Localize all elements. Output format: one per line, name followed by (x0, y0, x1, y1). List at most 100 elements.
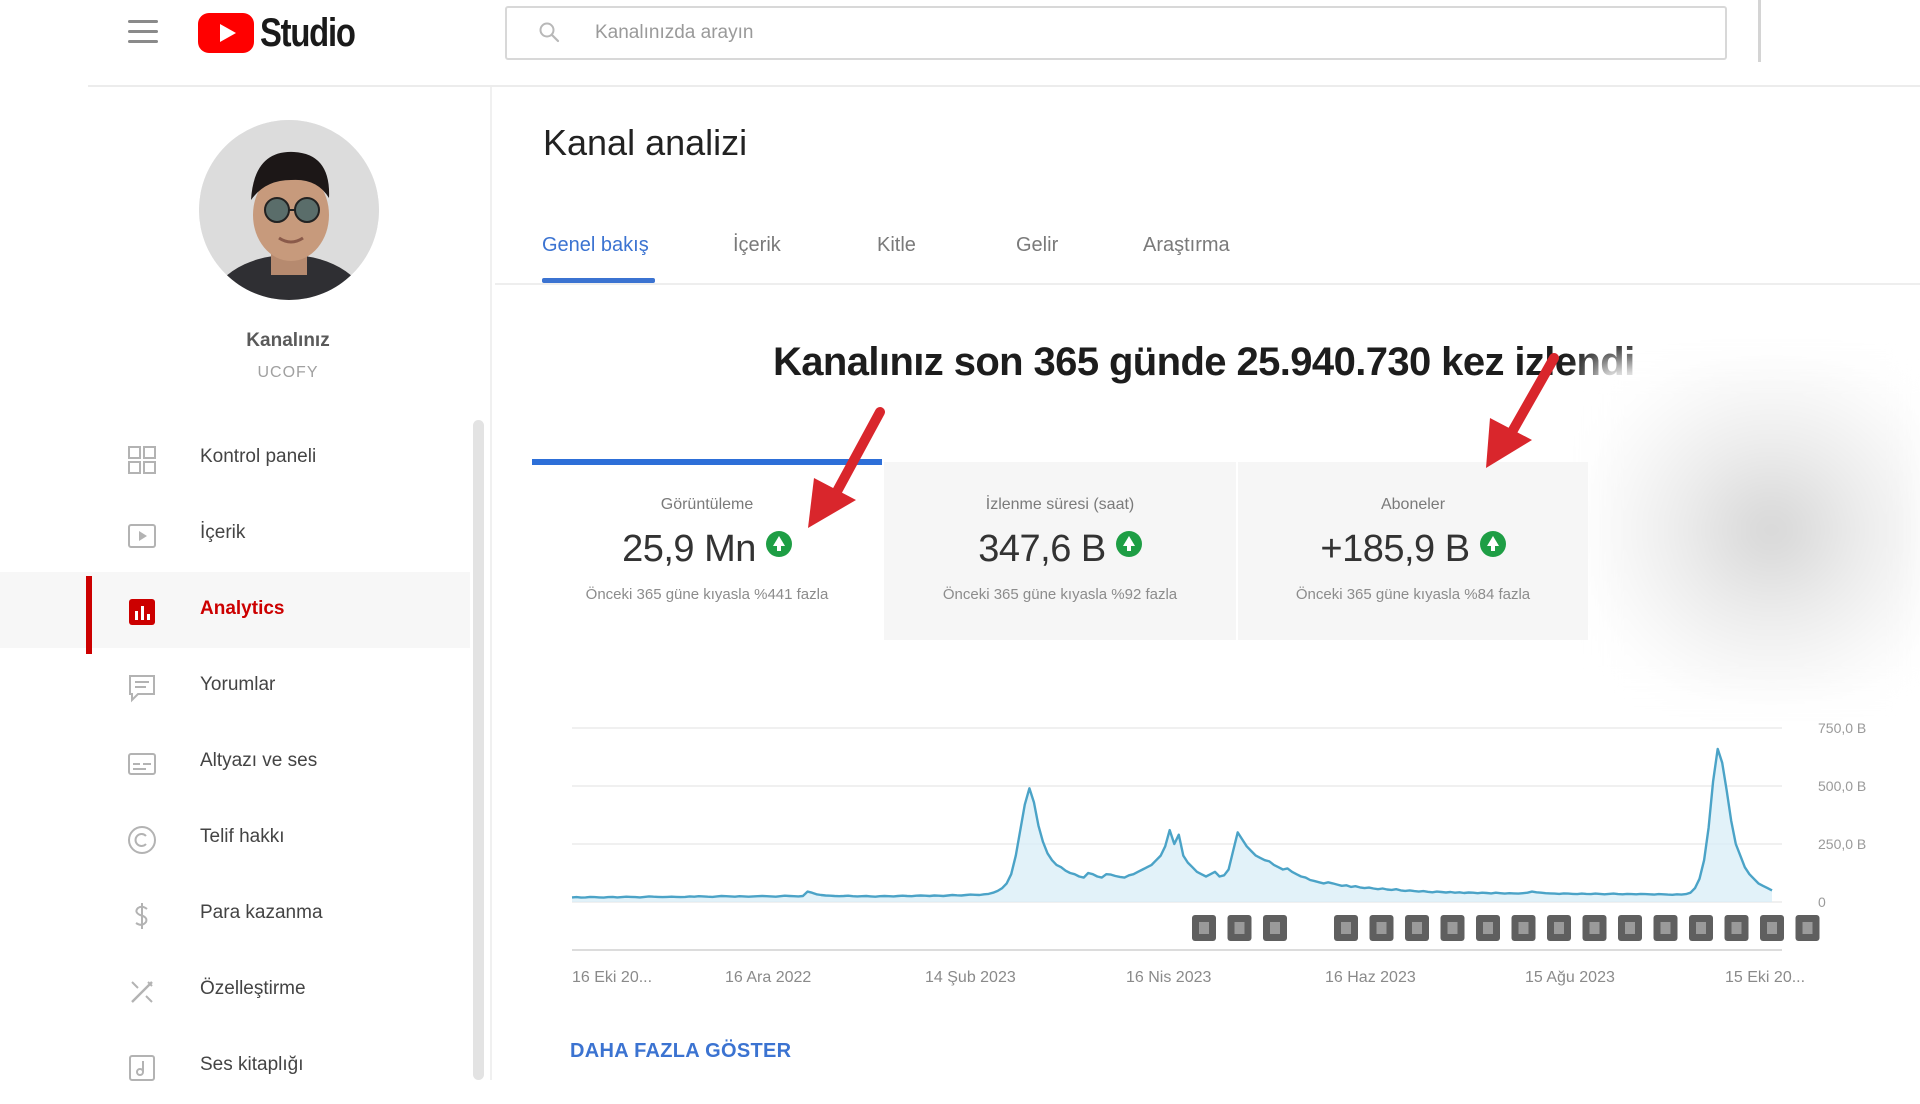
video-marker-thumbnail (1731, 922, 1742, 934)
tab-arastirma[interactable]: Araştırma (1143, 234, 1230, 256)
sidebar-item-kontrol-paneli[interactable]: Kontrol paneli (0, 420, 470, 496)
tab-kitle[interactable]: Kitle (877, 234, 916, 256)
sidebar-item-icerik[interactable]: İçerik (0, 496, 470, 572)
chart-x-tick-label: 16 Eki 20... (572, 969, 652, 986)
sidebar-item-label: Altyazı ve ses (200, 750, 318, 771)
sidebar-border (490, 87, 492, 1080)
sidebar-item-yorumlar[interactable]: Yorumlar (0, 648, 470, 724)
sidebar-item-label: Ses kitaplığı (200, 1054, 304, 1075)
youtube-play-icon (198, 13, 254, 53)
channel-subtitle: UCOFY (257, 364, 319, 381)
sidebar-item-label: Yorumlar (200, 674, 276, 695)
tab-genel-bakis[interactable]: Genel bakış (542, 234, 649, 256)
metric-card-subscribers[interactable]: Aboneler +185,9 B Önceki 365 güne kıyasl… (1238, 462, 1588, 640)
video-marker-thumbnail (1767, 922, 1777, 934)
avatar[interactable] (199, 120, 379, 300)
search-icon[interactable] (537, 20, 561, 44)
sidebar-item-para-kazanma[interactable]: Para kazanma (0, 876, 470, 952)
active-tab-indicator (542, 278, 655, 283)
video-marker-thumbnail (1270, 922, 1280, 934)
comments-icon (129, 675, 155, 703)
video-marker-thumbnail (1518, 922, 1529, 934)
blurred-region (1590, 360, 1920, 700)
chart-series-line (571, 747, 1773, 899)
sidebar-item-label: Para kazanma (200, 902, 323, 923)
chart-area-fill (572, 748, 1772, 902)
metric-label: İzlenme süresi (saat) (985, 496, 1135, 513)
chart-y-tick-label: 500,0 B (1818, 778, 1866, 794)
dollar-icon (135, 903, 148, 929)
search-input[interactable] (595, 18, 1495, 48)
tab-gelir[interactable]: Gelir (1016, 234, 1059, 256)
top-bar: Studio (0, 0, 1920, 86)
up-arrow-icon (1115, 531, 1142, 557)
sidebar-scrollbar[interactable] (473, 420, 484, 1080)
content-icon (128, 524, 156, 548)
avatar-image (199, 120, 379, 300)
metric-label: Görüntüleme (660, 496, 754, 513)
annotation-arrow-icon (808, 407, 885, 528)
show-more-link[interactable]: DAHA FAZLA GÖSTER (570, 1040, 792, 1062)
metric-comparison: Önceki 365 güne kıyasla %441 fazla (585, 586, 829, 603)
video-marker-thumbnail (1376, 922, 1387, 934)
sidebar-nav: Kontrol paneli İçerik Analytics Yorumlar (0, 420, 470, 1104)
metric-card-views[interactable]: Görüntüleme 25,9 Mn Önceki 365 güne kıya… (532, 462, 882, 640)
sidebar-item-label: Özelleştirme (200, 978, 306, 999)
channel-title: Kanalınız (246, 330, 330, 351)
video-marker-thumbnail (1589, 922, 1600, 934)
chart-x-tick-label: 15 Ağu 2023 (1525, 969, 1615, 986)
views-chart: 0 250,0 B 500,0 B 750,0 B 16 Eki 20... 16 Ara… (560, 700, 1900, 1000)
chart-x-tick-label: 16 Haz 2023 (1325, 969, 1416, 986)
metric-value: 347,6 B (884, 528, 1236, 571)
video-marker-thumbnail (1341, 922, 1351, 934)
video-marker-thumbnail (1483, 922, 1493, 934)
video-marker-thumbnail (1625, 922, 1635, 934)
views-chart-svg: 0 250,0 B 500,0 B 750,0 B 16 Eki 20... 16 Ara… (571, 720, 1866, 986)
chart-x-tick-label: 16 Nis 2023 (1126, 969, 1211, 986)
header-bottom-border (88, 85, 1920, 87)
metric-comparison: Önceki 365 güne kıyasla %92 fazla (942, 586, 1178, 603)
sidebar-item-label: Kontrol paneli (200, 446, 317, 467)
metric-value: +185,9 B (1238, 528, 1588, 571)
dashboard-icon (128, 446, 156, 474)
chart-x-tick-label: 15 Eki 20... (1725, 969, 1805, 986)
analytics-icon (129, 599, 155, 625)
hamburger-menu-icon[interactable] (124, 16, 162, 48)
sidebar-item-label: İçerik (200, 522, 246, 543)
chart-x-tick-label: 14 Şub 2023 (925, 969, 1016, 986)
views-headline: Kanalınız son 365 günde 25.940.730 kez i… (773, 340, 1635, 384)
sidebar-item-ses-kitapligi[interactable]: Ses kitaplığı (0, 1028, 470, 1104)
sidebar-item-telif-hakki[interactable]: Telif hakkı (0, 800, 470, 876)
video-marker-thumbnail (1802, 922, 1813, 934)
video-marker-thumbnail (1554, 922, 1564, 934)
metric-card-watch-time[interactable]: İzlenme süresi (saat) 347,6 B Önceki 365… (884, 462, 1236, 640)
search-box[interactable] (505, 6, 1727, 60)
sidebar-item-ozellestirme[interactable]: Özelleştirme (0, 952, 470, 1028)
chart-y-tick-label: 0 (1818, 894, 1826, 910)
video-marker-thumbnail (1447, 922, 1458, 934)
header-divider (1758, 0, 1761, 62)
sidebar-item-analytics[interactable]: Analytics (0, 572, 470, 654)
video-marker-thumbnail (1234, 922, 1245, 934)
chart-x-tick-label: 16 Ara 2022 (725, 969, 811, 986)
chart-y-tick-label: 250,0 B (1818, 836, 1866, 852)
tab-icerik[interactable]: İçerik (733, 234, 781, 256)
tabs-border (495, 283, 1920, 285)
annotation-arrow-icon (1486, 353, 1559, 468)
video-marker-thumbnail (1199, 922, 1209, 934)
video-marker-thumbnail (1660, 922, 1671, 934)
sidebar-item-label: Analytics (200, 598, 285, 619)
video-marker-thumbnail (1412, 922, 1422, 934)
copyright-icon (128, 826, 156, 854)
sidebar-item-altyazi-ve-ses[interactable]: Altyazı ve ses (0, 724, 470, 800)
metric-comparison: Önceki 365 güne kıyasla %84 fazla (1295, 586, 1531, 603)
audio-library-icon (129, 1055, 155, 1081)
up-arrow-icon (1479, 531, 1506, 557)
up-arrow-icon (765, 531, 792, 557)
page-title: Kanal analizi (543, 122, 748, 163)
sidebar-item-label: Telif hakkı (200, 826, 285, 847)
metric-value: 25,9 Mn (532, 528, 882, 571)
customization-icon (131, 981, 153, 1003)
youtube-studio-logo[interactable]: Studio (198, 11, 375, 55)
metric-label: Aboneler (1380, 496, 1446, 513)
